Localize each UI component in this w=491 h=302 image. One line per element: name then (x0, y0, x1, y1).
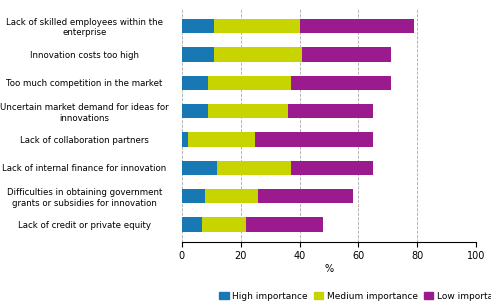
Bar (182, 132, 188, 146)
Bar (182, 47, 214, 62)
Bar (291, 161, 373, 175)
Bar (182, 76, 208, 90)
Bar (214, 47, 302, 62)
Bar (188, 132, 255, 146)
Bar (182, 161, 217, 175)
Bar (217, 161, 291, 175)
Bar (258, 189, 353, 203)
Bar (288, 104, 373, 118)
Bar (302, 47, 391, 62)
Bar (255, 132, 373, 146)
X-axis label: %: % (325, 264, 333, 274)
Bar (182, 217, 202, 232)
Bar (208, 76, 291, 90)
Bar (214, 19, 300, 33)
Bar (182, 19, 214, 33)
Bar (246, 217, 323, 232)
Bar (291, 76, 391, 90)
Bar (182, 104, 208, 118)
Bar (300, 19, 414, 33)
Bar (208, 104, 288, 118)
Legend: High importance, Medium importance, Low importance: High importance, Medium importance, Low … (216, 288, 491, 302)
Bar (182, 189, 205, 203)
Bar (205, 189, 258, 203)
Bar (202, 217, 246, 232)
